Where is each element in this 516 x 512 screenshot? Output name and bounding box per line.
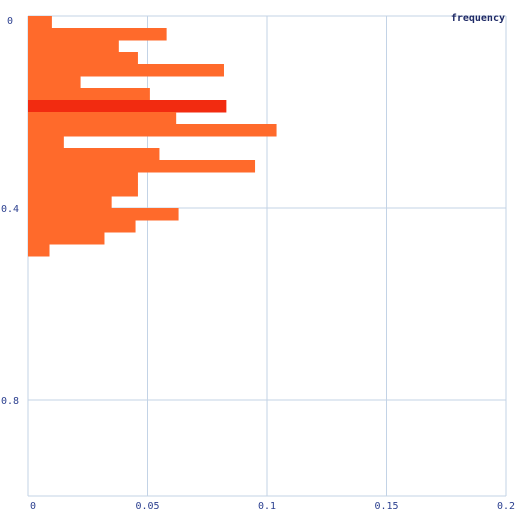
- histogram-bar: [28, 64, 224, 77]
- histogram-bar: [28, 148, 160, 161]
- histogram-bar: [28, 196, 112, 209]
- histogram-bar: [28, 160, 256, 173]
- histogram-bar: [28, 172, 138, 185]
- histogram-bar: [28, 244, 50, 257]
- histogram-bar: [28, 124, 277, 137]
- histogram-bar: [28, 184, 138, 197]
- histogram-bar: [28, 40, 119, 53]
- histogram-bars: [28, 16, 277, 257]
- histogram-bar: [28, 76, 81, 89]
- histogram-bar: [28, 112, 177, 125]
- x-tick-label: 0.05: [135, 501, 159, 512]
- x-tick-label: 0.15: [374, 501, 398, 512]
- histogram-bar: [28, 232, 105, 245]
- histogram-bar: [28, 52, 138, 65]
- y-tick-label: 0.4: [1, 204, 19, 215]
- histogram-bar: [28, 220, 136, 233]
- y-tick-label: 0: [7, 16, 13, 27]
- histogram-bar: [28, 100, 227, 113]
- x-tick-label: 0.2: [497, 501, 515, 512]
- histogram-bar: [28, 208, 179, 221]
- x-tick-label: 0.1: [258, 501, 276, 512]
- histogram-bar: [28, 28, 167, 41]
- histogram-bar: [28, 16, 52, 29]
- tick-labels: 0 0.05 0.1 0.15 0.2 0 0.4 0.8: [1, 16, 515, 512]
- histogram-bar: [28, 136, 64, 149]
- x-tick-label: 0: [30, 501, 36, 512]
- histogram-bar: [28, 88, 150, 101]
- y-tick-label: 0.8: [1, 396, 19, 407]
- value-axis-label: frequency: [451, 13, 505, 24]
